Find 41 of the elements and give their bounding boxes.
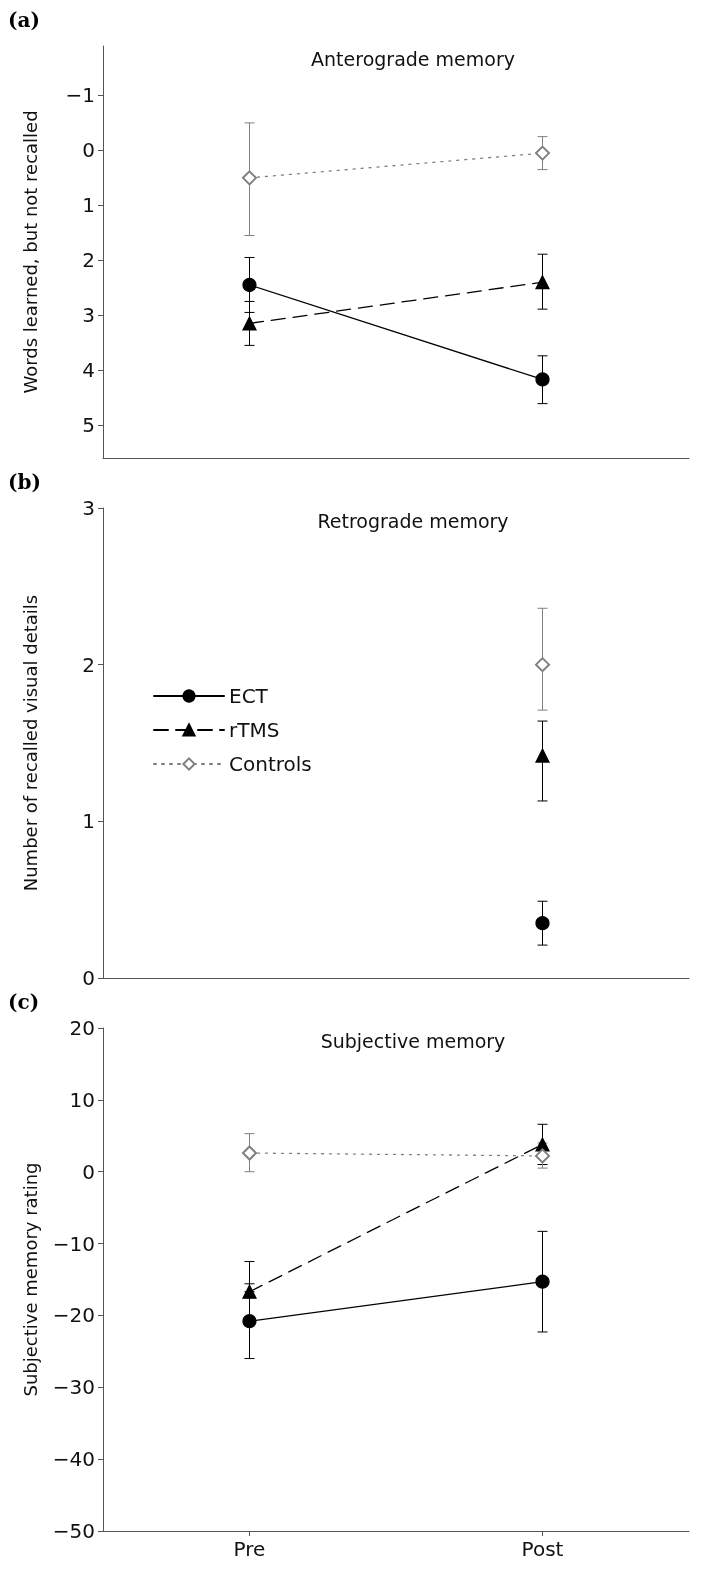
- chart-title: Subjective memory: [320, 1029, 506, 1052]
- y-tick-label: −50: [52, 1519, 95, 1543]
- y-tick-label: 1: [82, 809, 95, 834]
- y-tick-label: 5: [82, 413, 95, 438]
- chart-title: Retrograde memory: [317, 509, 509, 532]
- chart-title: Anterograde memory: [311, 47, 515, 70]
- y-tick-label: −1: [65, 83, 95, 108]
- point: [242, 1314, 257, 1329]
- y-tick-label: 3: [82, 496, 95, 520]
- y-axis-title: Number of recalled visual details: [19, 594, 41, 892]
- point: [535, 1148, 550, 1164]
- y-tick-label: 3: [82, 303, 95, 328]
- y-tick-label: −40: [52, 1447, 95, 1472]
- y-tick-label: 2: [82, 248, 95, 273]
- point: [242, 170, 257, 186]
- x-tick-label: Pre: [233, 1537, 266, 1561]
- y-tick-label: 4: [82, 358, 95, 383]
- text: (b): [8, 470, 41, 494]
- point: [535, 372, 550, 387]
- legend-label: Controls: [229, 752, 312, 776]
- x-tick-label: Post: [521, 1537, 564, 1561]
- y-axis-title: Subjective memory rating: [19, 1162, 41, 1397]
- y-tick-label: 0: [82, 138, 95, 163]
- y-tick-label: 10: [69, 1087, 95, 1112]
- point: [242, 277, 257, 293]
- y-tick-label: 20: [69, 1016, 95, 1040]
- y-tick-label: 0: [82, 1159, 95, 1184]
- point: [535, 1274, 550, 1289]
- legend-label: ECT: [229, 684, 269, 708]
- point: [535, 145, 550, 161]
- y-tick-label: −30: [52, 1375, 95, 1400]
- y-tick-label: 1: [82, 193, 95, 218]
- y-tick-label: 0: [82, 966, 95, 990]
- y-tick-label: −20: [52, 1303, 95, 1328]
- y-axis-title: Words learned, but not recalled: [19, 110, 41, 394]
- legend-label: rTMS: [229, 718, 280, 742]
- point: [242, 1145, 257, 1161]
- y-tick-label: 2: [82, 652, 95, 677]
- y-tick-label: −10: [52, 1231, 95, 1256]
- text: (a): [8, 8, 40, 32]
- text: (c): [8, 990, 40, 1014]
